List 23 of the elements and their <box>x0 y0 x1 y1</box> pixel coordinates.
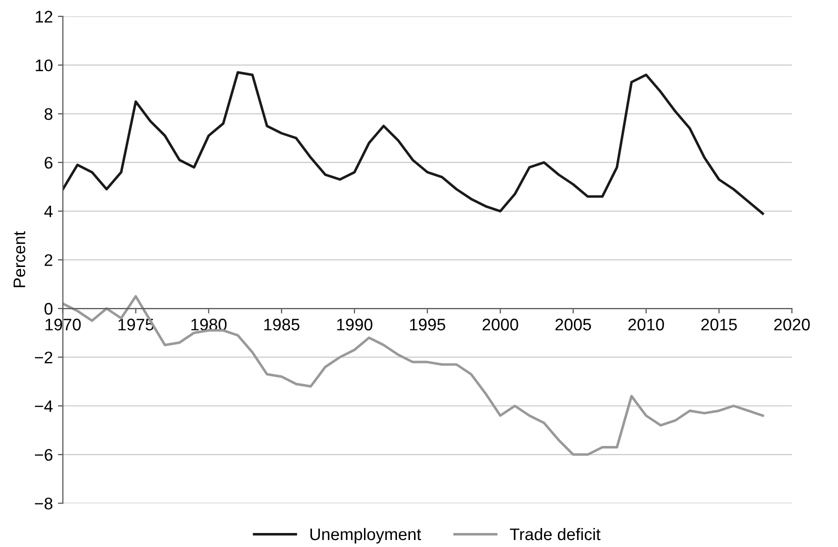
x-tick-label: 1985 <box>264 318 300 330</box>
y-tick-label: 6 <box>44 156 52 169</box>
x-tick-label: 2010 <box>628 318 664 330</box>
legend-label: Trade deficit <box>510 528 601 540</box>
x-tick-label: 2005 <box>555 318 592 330</box>
y-tick-label: 4 <box>44 206 53 218</box>
x-tick-label: 2015 <box>701 318 737 330</box>
y-tick-label: −2 <box>34 352 52 364</box>
x-tick-label: 2020 <box>774 318 810 330</box>
x-tick-label: 2000 <box>482 318 518 330</box>
y-tick-label: −8 <box>34 498 52 510</box>
y-tick-label: 10 <box>36 59 52 72</box>
x-tick-label: 1990 <box>337 318 372 330</box>
legend-label: Unemployment <box>310 528 422 544</box>
y-tick-label: −4 <box>34 400 53 412</box>
y-tick-label: 0 <box>44 302 52 315</box>
x-tick-label: 1995 <box>410 318 446 330</box>
y-tick-label: 12 <box>36 10 52 22</box>
y-axis-title: Percent <box>14 231 26 288</box>
y-tick-label: −6 <box>34 448 52 461</box>
y-tick-label: 8 <box>44 108 52 120</box>
line-series <box>62 71 764 215</box>
y-tick-label: 2 <box>44 254 52 266</box>
